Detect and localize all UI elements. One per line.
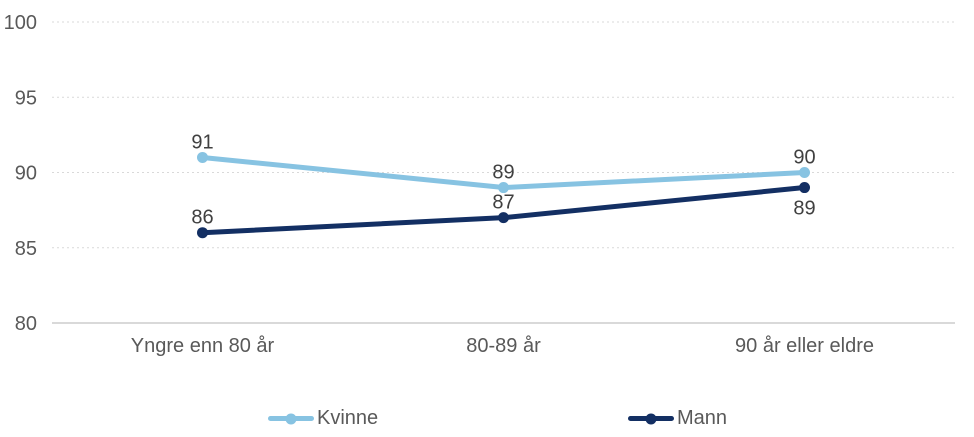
legend-label-kvinne: Kvinne: [317, 407, 379, 429]
svg-text:86: 86: [191, 207, 213, 229]
svg-text:85: 85: [15, 238, 37, 260]
svg-text:90 år eller eldre: 90 år eller eldre: [735, 335, 874, 357]
svg-text:Yngre enn 80 år: Yngre enn 80 år: [131, 335, 275, 357]
mann-line-marker-icon: [628, 413, 674, 424]
svg-text:90: 90: [793, 147, 815, 169]
legend-item-kvinne[interactable]: Kvinne: [268, 406, 378, 431]
svg-text:100: 100: [4, 12, 37, 34]
svg-text:95: 95: [15, 87, 37, 109]
legend-item-mann[interactable]: Mann: [628, 406, 727, 431]
kvinne-line-marker-icon: [268, 413, 314, 424]
svg-text:90: 90: [15, 163, 37, 185]
svg-text:91: 91: [191, 131, 213, 153]
svg-text:87: 87: [492, 192, 514, 214]
svg-text:80: 80: [15, 313, 37, 335]
chart-legend: Kvinne Mann: [0, 406, 974, 432]
svg-text:80-89 år: 80-89 år: [466, 335, 541, 357]
svg-text:89: 89: [492, 162, 514, 184]
svg-text:89: 89: [793, 198, 815, 220]
legend-label-mann: Mann: [677, 407, 728, 429]
